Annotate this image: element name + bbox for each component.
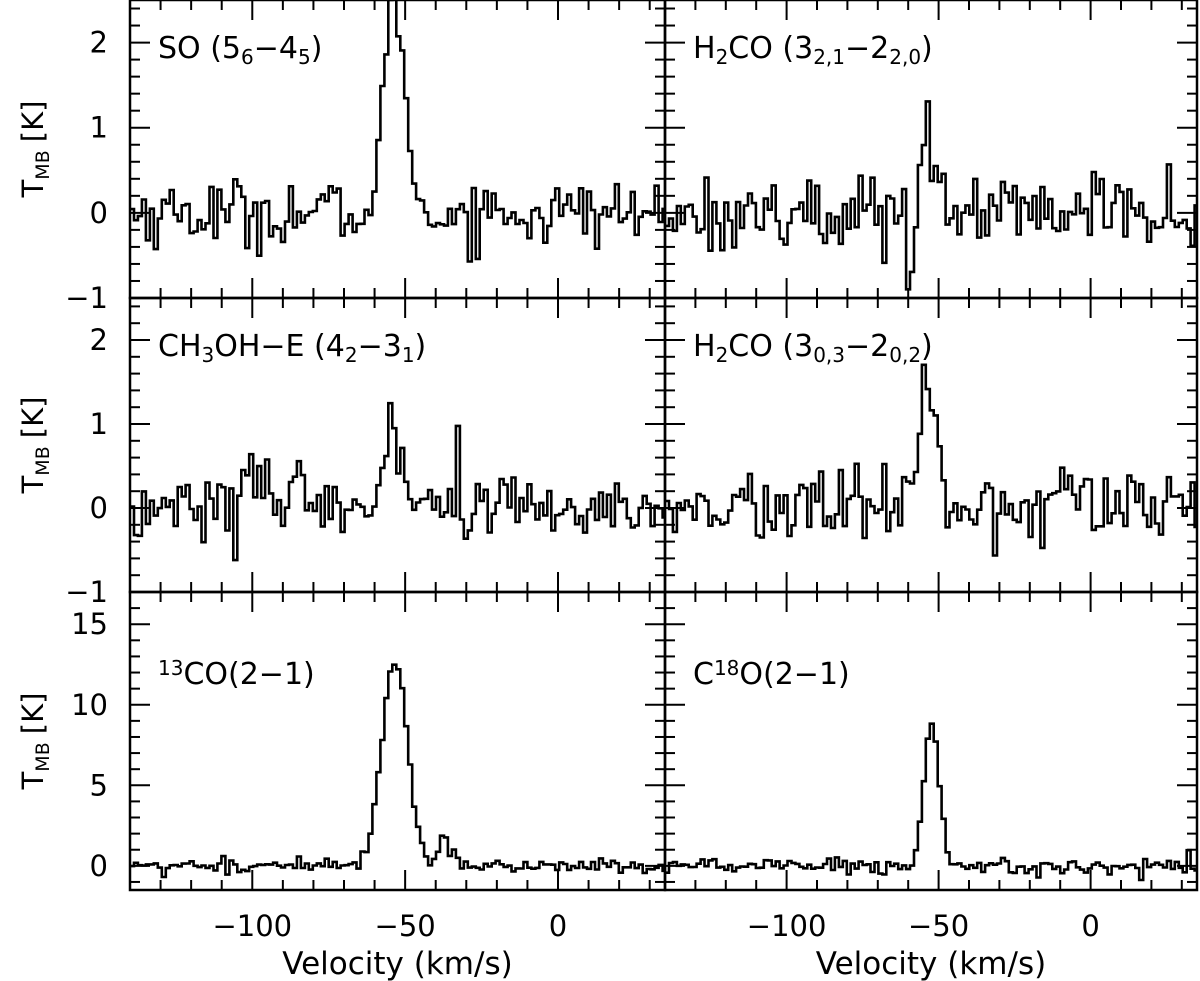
y-tick-label: 2 [90,26,108,60]
spectrum-line [665,100,1197,291]
spectrum-line [130,0,665,263]
x-axis-label: Velocity (km/s) [282,946,512,981]
spectrum-line [665,363,1197,557]
spectrum-line [130,401,665,562]
y-axis-labels: TMB[K] TMB[K] TMB[K] [16,101,54,791]
y-tick-label: 1 [90,407,108,441]
panel-frame [128,590,667,892]
y-tick-label: 0 [90,491,108,525]
y-axis-label: TMB[K] [16,397,54,495]
y-axis-label: TMB[K] [16,693,54,791]
y-tick-label: 10 [71,688,108,722]
y-tick-label: 5 [90,768,108,802]
y-tick-label: 2 [90,323,108,357]
x-tick-label: −50 [908,909,969,943]
panel-label: SO (56−45) [158,31,322,69]
panel-label: C18O(2−1) [693,656,850,692]
x-tick-label: −100 [747,909,827,943]
y-tick-label: 0 [90,849,108,883]
y-tick-label: 1 [90,111,108,145]
x-axis-labels: Velocity (km/s) Velocity (km/s) [282,946,1046,981]
spectrum-panel: H2CO (30,3−20,2) [663,296,1199,594]
x-axis-label: Velocity (km/s) [816,946,1046,981]
y-tick-label: −1 [65,575,108,609]
x-tick-label: 0 [1081,909,1099,943]
y-tick-label: 15 [71,607,108,641]
spectrum-panel: −100 −50 0 C18O(2−1) [663,590,1199,943]
spectrum-panel: H2CO (32,1−22,0) [663,0,1199,300]
spectrum-line [665,722,1197,882]
panel-label: H2CO (32,1−22,0) [693,31,933,69]
spectrum-panel: −1 0 1 2 CH3OH−E (42−31) [65,296,667,609]
spectrum-panel: −1 0 1 2 SO (56−45) [65,0,667,315]
x-tick-label: −50 [375,909,436,943]
panel-label: 13CO(2−1) [158,656,315,692]
panel-label: CH3OH−E (42−31) [158,329,426,367]
y-axis-label: TMB[K] [16,101,54,199]
y-tick-label: 0 [90,196,108,230]
panels-group: −1 0 1 2 SO (56−45) H2CO (32,1−22,0) −1 0 1 2 CH3O… [65,0,1199,943]
panel-frame [663,590,1199,892]
x-tick-label: −100 [212,909,292,943]
spectrum-line [130,663,665,879]
spectrum-panel: 0 5 10 15 −100 −50 0 13CO(2−1) [71,590,667,943]
y-tick-label: −1 [65,281,108,315]
x-tick-label: 0 [549,909,567,943]
panel-label: H2CO (30,3−20,2) [693,329,933,367]
